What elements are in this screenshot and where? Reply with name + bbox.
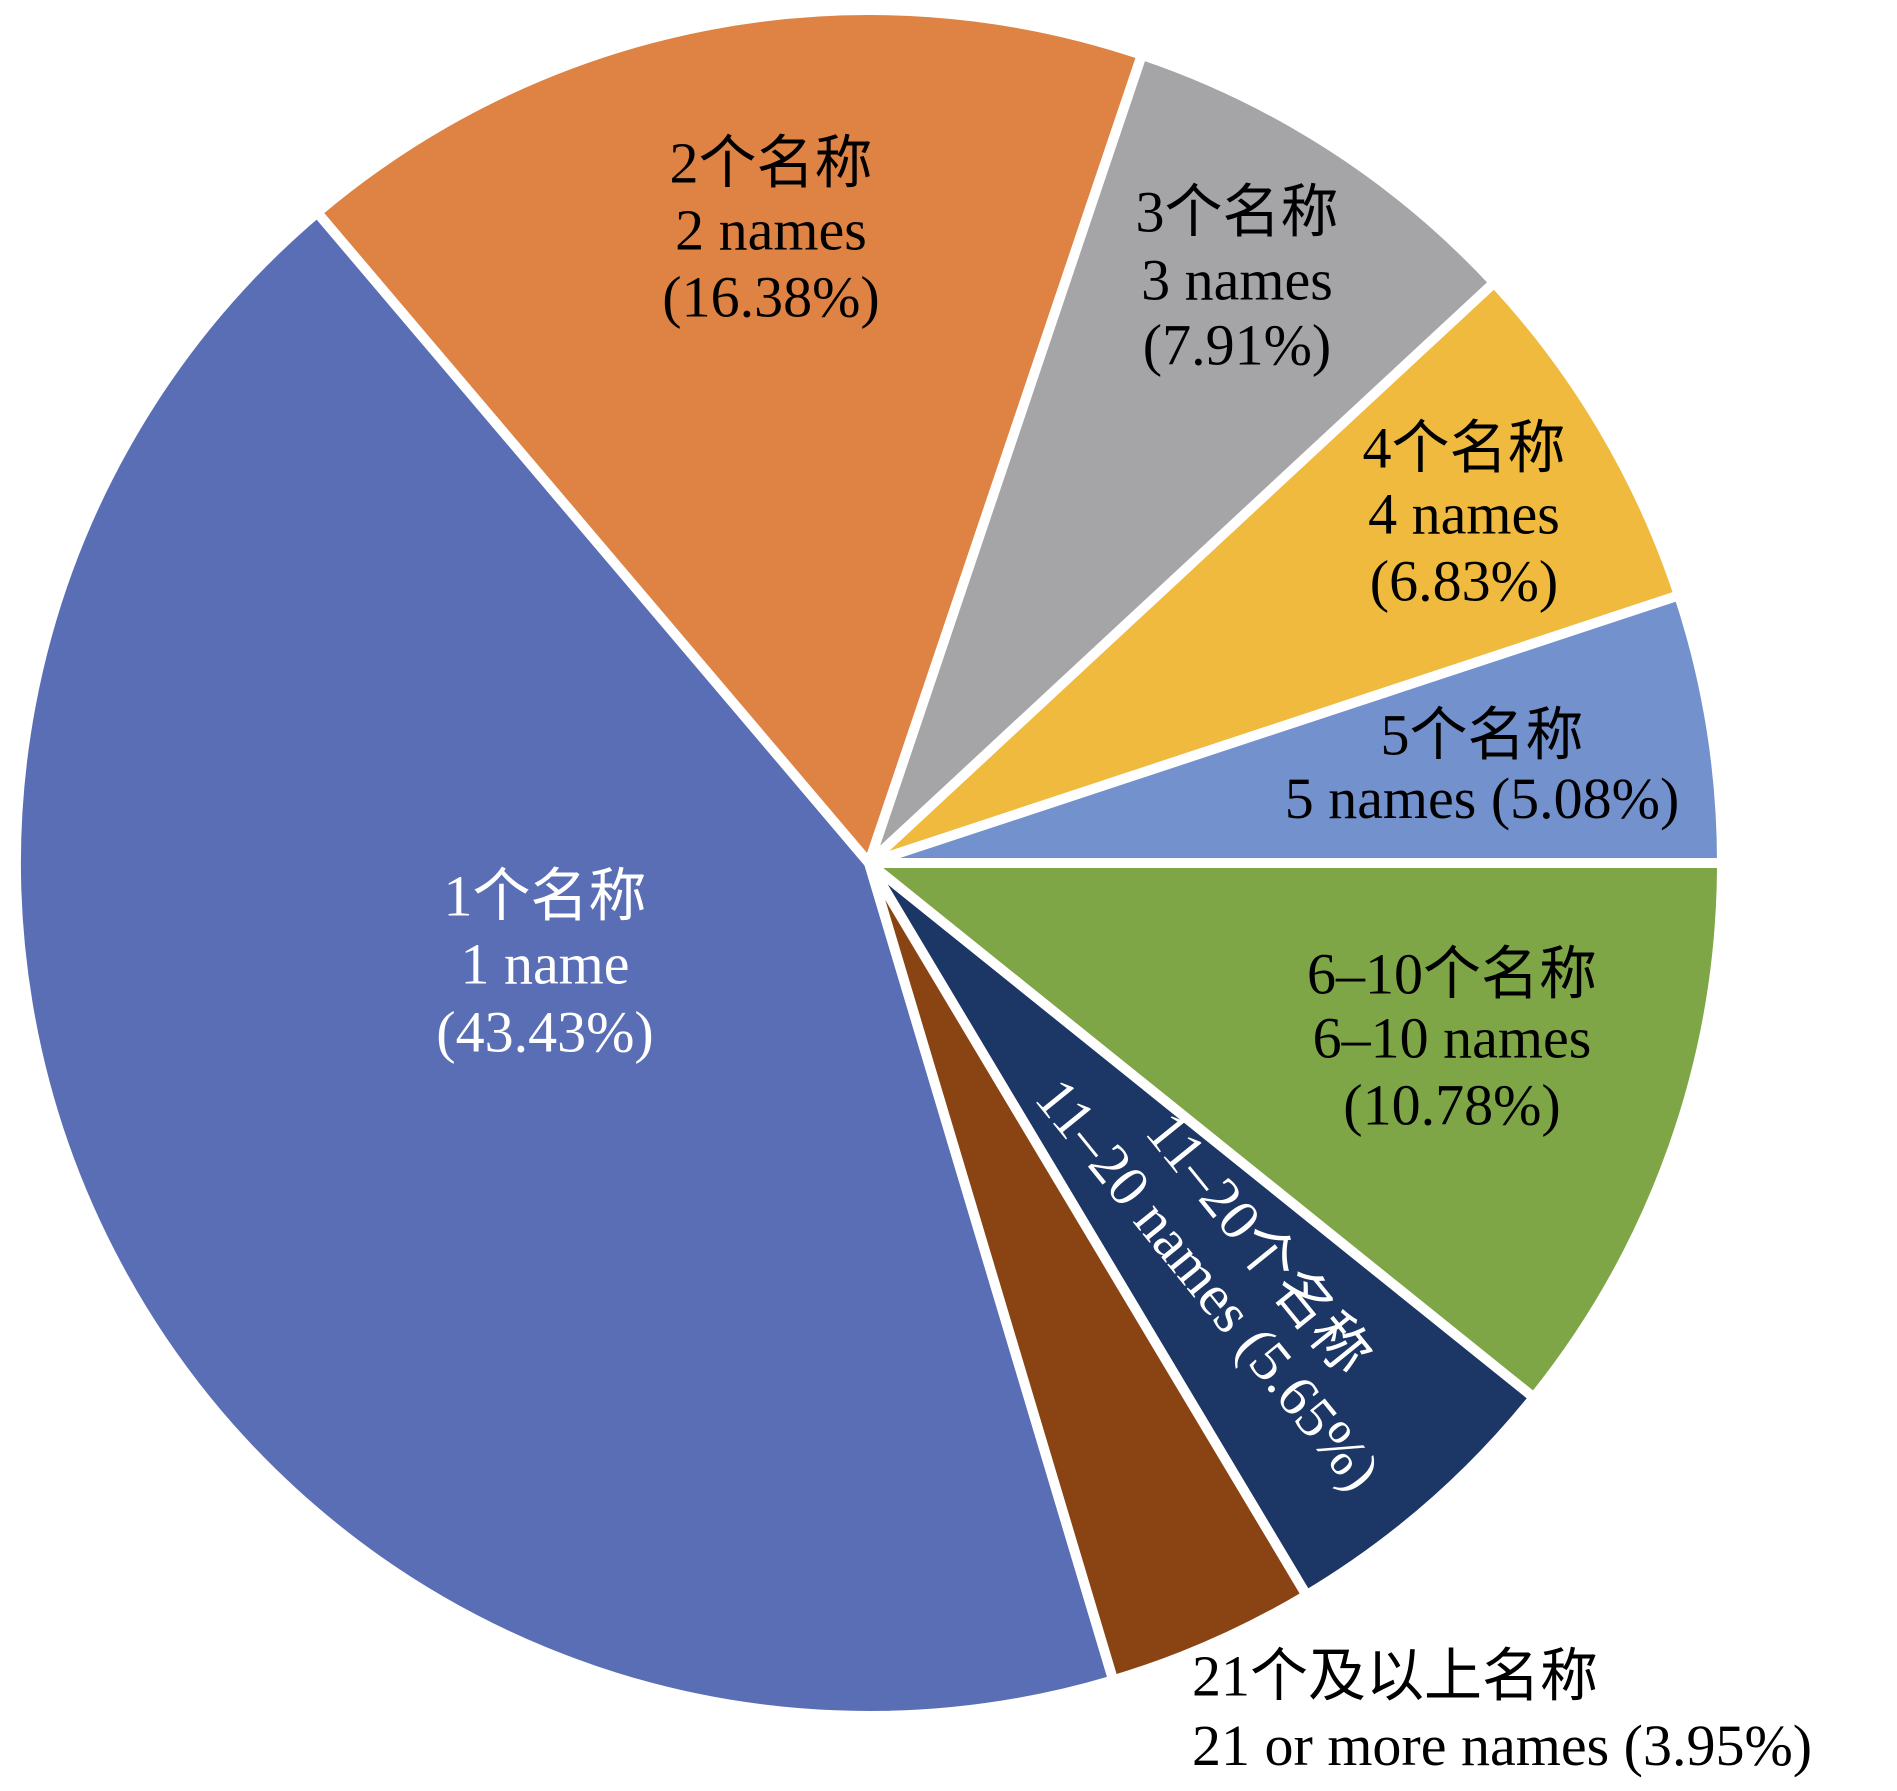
name-en: 2 names — [675, 197, 867, 262]
pie-slice — [864, 49, 1500, 868]
value-label: (3.95%) — [1624, 1713, 1812, 1778]
name-label: 21 or more names (3.95%) — [1192, 1713, 1812, 1778]
pie-slice — [864, 858, 1312, 1686]
name-label: 5 names (5.08%) — [1285, 766, 1680, 831]
pie-slice — [864, 858, 1539, 1601]
category-label: 3个名称 — [1135, 179, 1338, 244]
value-label: (6.83%) — [1370, 548, 1558, 613]
name-en: 4 names — [1368, 481, 1560, 546]
pie-slice — [864, 590, 1727, 868]
value-label: (16.38%) — [662, 264, 879, 329]
value-label: (5.08%) — [1491, 766, 1679, 831]
pie-slice — [864, 858, 1727, 1403]
value-label: (43.43%) — [436, 999, 653, 1064]
category-label: 6–10个名称 — [1307, 941, 1597, 1006]
pie-slice — [864, 277, 1684, 868]
category-label: 1个名称 — [443, 863, 646, 928]
category-label: 21个及以上名称 — [1192, 1643, 1598, 1708]
value-label: (10.78%) — [1343, 1072, 1560, 1137]
category-label: 2个名称 — [669, 130, 872, 195]
name-en: 6–10 names — [1313, 1005, 1592, 1070]
category-label: 4个名称 — [1362, 415, 1565, 480]
name-en: 21 or more names — [1192, 1713, 1609, 1778]
name-en: 1 name — [460, 931, 629, 996]
name-en: 3 names — [1141, 247, 1333, 312]
value-label: (7.91%) — [1143, 312, 1331, 377]
pie-slice — [11, 207, 1119, 1721]
name-en: 5 names — [1285, 766, 1477, 831]
pie-slice — [312, 5, 1147, 868]
category-label: 5个名称 — [1380, 702, 1583, 767]
